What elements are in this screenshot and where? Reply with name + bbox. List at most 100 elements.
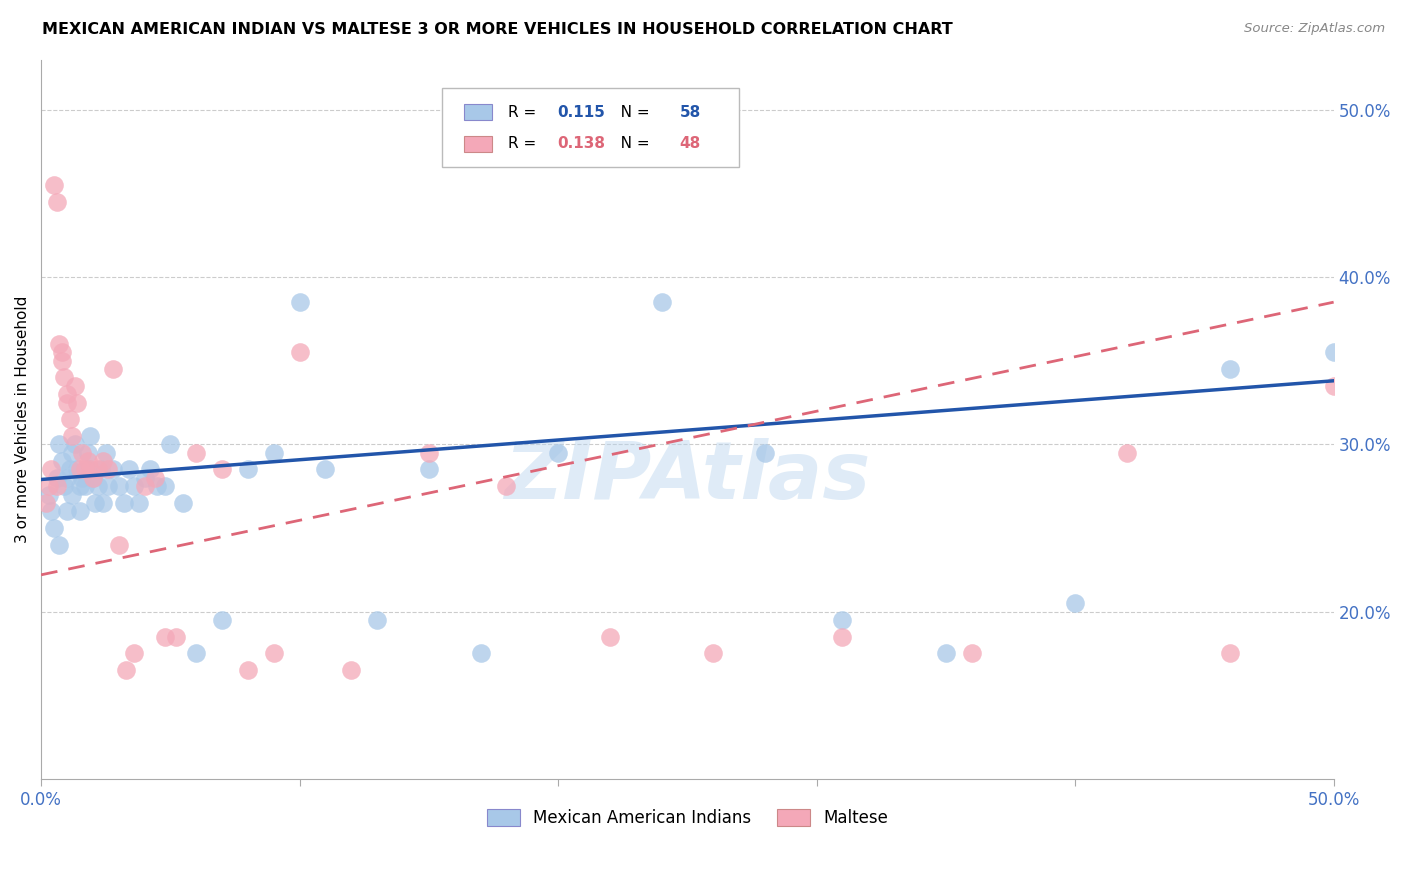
Point [72, 471, 94, 485]
Point [35, 496, 58, 510]
Point [42, 178, 65, 192]
Point [263, 446, 285, 460]
Point [48, 538, 70, 552]
Point [97, 479, 120, 493]
FancyBboxPatch shape [464, 104, 492, 120]
Point [56, 471, 79, 485]
Text: Source: ZipAtlas.com: Source: ZipAtlas.com [1244, 22, 1385, 36]
Point [960, 647, 983, 661]
Point [134, 479, 156, 493]
Text: 58: 58 [679, 104, 700, 120]
Point [82, 471, 104, 485]
Point [754, 446, 776, 460]
Point [288, 295, 311, 310]
Point [159, 437, 181, 451]
Legend: Mexican American Indians, Maltese: Mexican American Indians, Maltese [478, 800, 897, 835]
Point [418, 462, 440, 476]
Point [172, 496, 194, 510]
Point [79, 462, 101, 476]
Point [1323, 379, 1346, 393]
Point [51, 353, 73, 368]
Point [236, 462, 259, 476]
Point [60, 446, 83, 460]
Point [63, 437, 86, 451]
Point [58, 462, 80, 476]
Point [69, 504, 91, 518]
Point [73, 462, 96, 476]
Point [56, 387, 79, 401]
Point [418, 446, 440, 460]
Point [153, 479, 176, 493]
Text: 0.115: 0.115 [557, 104, 605, 120]
Point [97, 462, 120, 476]
Point [122, 647, 145, 661]
Point [56, 395, 79, 409]
Point [53, 479, 76, 493]
Point [165, 630, 187, 644]
FancyBboxPatch shape [441, 88, 740, 168]
Point [263, 647, 285, 661]
Point [103, 462, 125, 476]
Point [69, 462, 91, 476]
Point [73, 479, 96, 493]
Point [66, 395, 89, 409]
Point [41, 504, 63, 518]
Point [76, 454, 98, 468]
Point [45, 471, 67, 485]
Point [107, 538, 129, 552]
Point [1323, 345, 1346, 359]
Point [48, 337, 70, 351]
Point [51, 345, 73, 359]
Point [831, 630, 853, 644]
Point [599, 630, 621, 644]
Point [112, 496, 135, 510]
Point [90, 462, 112, 476]
Point [314, 462, 336, 476]
Point [128, 496, 150, 510]
Point [91, 454, 114, 468]
Point [702, 647, 724, 661]
Text: R =: R = [508, 104, 541, 120]
Point [87, 462, 110, 476]
Point [366, 613, 388, 627]
Point [211, 613, 233, 627]
Point [103, 362, 125, 376]
Point [38, 487, 60, 501]
Text: 48: 48 [679, 136, 700, 152]
Point [82, 471, 104, 485]
Point [76, 462, 98, 476]
Point [138, 462, 160, 476]
Text: R =: R = [508, 136, 541, 152]
Point [58, 412, 80, 426]
Point [115, 663, 138, 677]
Point [186, 647, 208, 661]
Point [470, 647, 492, 661]
Text: N =: N = [606, 104, 654, 120]
Point [41, 462, 63, 476]
Point [63, 379, 86, 393]
Point [69, 479, 91, 493]
Point [48, 437, 70, 451]
Point [236, 663, 259, 677]
Point [118, 462, 141, 476]
Point [1115, 446, 1137, 460]
Point [186, 446, 208, 460]
Point [1064, 596, 1087, 610]
Point [38, 479, 60, 493]
Point [87, 479, 110, 493]
Point [84, 496, 107, 510]
Point [94, 446, 117, 460]
Point [91, 496, 114, 510]
Point [79, 429, 101, 443]
Point [51, 454, 73, 468]
Point [72, 446, 94, 460]
Point [45, 479, 67, 493]
FancyBboxPatch shape [464, 136, 492, 152]
Text: MEXICAN AMERICAN INDIAN VS MALTESE 3 OR MORE VEHICLES IN HOUSEHOLD CORRELATION C: MEXICAN AMERICAN INDIAN VS MALTESE 3 OR … [42, 22, 953, 37]
Point [66, 462, 89, 476]
Text: ZIPAtlas: ZIPAtlas [505, 438, 870, 516]
Point [495, 479, 517, 493]
Text: 0.138: 0.138 [557, 136, 605, 152]
Point [1219, 647, 1241, 661]
Point [831, 613, 853, 627]
